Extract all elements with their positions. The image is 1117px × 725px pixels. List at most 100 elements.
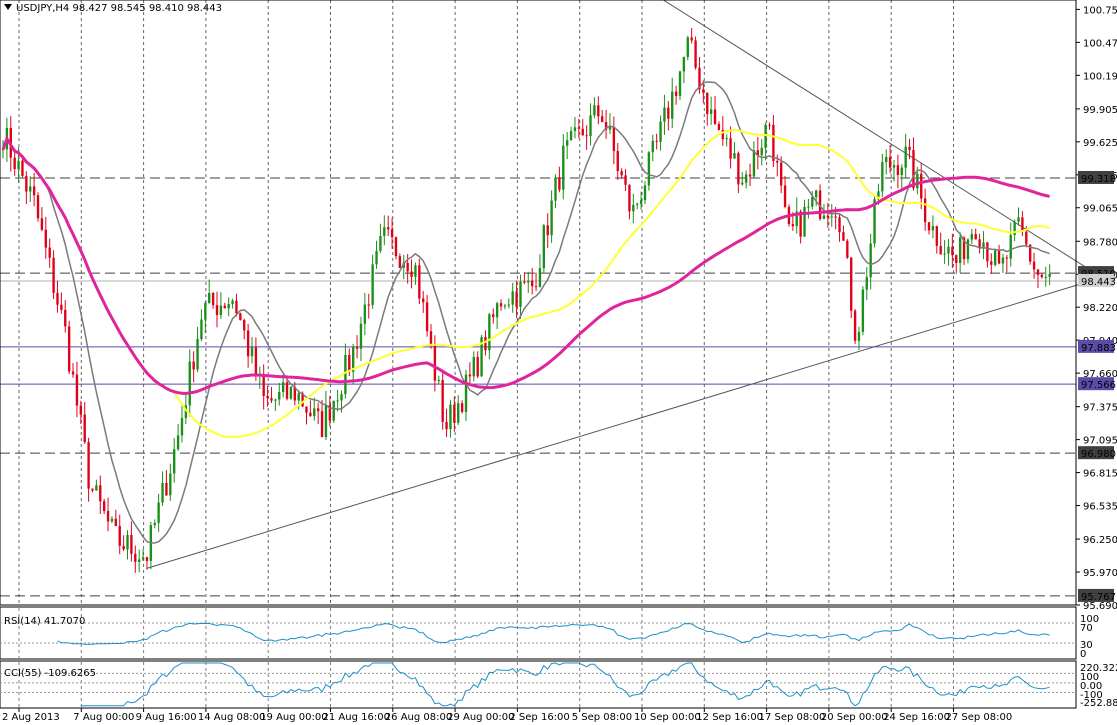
candle-body	[955, 255, 958, 263]
candle-body	[908, 146, 911, 151]
y-tick-label: 96.535	[1083, 502, 1117, 513]
candle-body	[674, 91, 678, 96]
candle-body	[616, 151, 619, 172]
candle-body	[64, 309, 67, 327]
candle-body	[274, 399, 277, 401]
candle-body	[912, 150, 915, 189]
candle-body	[130, 534, 133, 554]
candle-body	[141, 557, 145, 560]
candle-body	[390, 229, 394, 238]
time-axis: 2 Aug 2013 7 Aug 00:00 9 Aug 16:00 14 Aug 0…	[2, 708, 1012, 723]
candle-body	[562, 145, 565, 190]
y-tick-label: 99.905	[1083, 105, 1117, 116]
candle-body	[927, 222, 931, 231]
candle-body	[970, 234, 974, 240]
candle-body	[686, 37, 689, 57]
candle-body	[75, 374, 79, 406]
candle-body	[896, 165, 900, 176]
candle-body	[484, 337, 487, 351]
candle-body	[387, 227, 390, 230]
candle-body	[706, 92, 709, 114]
candle-body	[371, 264, 374, 305]
y-tick-label: 100.470	[1083, 38, 1117, 49]
y-tick-label: 97.375	[1083, 403, 1117, 414]
candle-body	[145, 557, 149, 561]
candle-body	[406, 262, 409, 272]
candle-body	[931, 226, 935, 231]
candle-body	[250, 347, 254, 357]
candle-body	[741, 182, 744, 185]
candle-body	[850, 257, 853, 311]
candle-body	[40, 218, 44, 230]
candle-body	[744, 174, 748, 183]
moving-averages	[1, 81, 1050, 544]
candle-body	[499, 303, 503, 307]
candle-body	[881, 162, 884, 192]
candle-body	[106, 511, 110, 522]
candle-body	[1044, 276, 1047, 278]
candle-body	[429, 331, 433, 346]
cci-level-bottom: -252.8879	[1080, 698, 1117, 709]
candle-body	[958, 237, 962, 263]
candle-body	[982, 242, 985, 248]
candle-body	[200, 319, 203, 340]
price-level-label: 95.767	[1081, 592, 1116, 603]
candle-body	[760, 147, 763, 156]
candle-body	[32, 186, 36, 196]
candle-body	[215, 305, 219, 316]
candle-body	[83, 414, 86, 443]
candle-body	[962, 237, 966, 260]
candle-body	[281, 382, 285, 392]
candle-body	[278, 391, 281, 400]
candle-body	[344, 354, 347, 395]
candle-body	[13, 157, 16, 170]
candle-body	[188, 361, 191, 406]
cci-panel	[0, 662, 1076, 707]
rsi-level-30: 30	[1080, 640, 1093, 651]
x-tick-label: 26 Aug 08:00	[385, 712, 452, 722]
candle-body	[752, 150, 756, 177]
candle-body	[612, 126, 616, 152]
candle-body	[363, 304, 367, 324]
candle-body	[262, 375, 265, 396]
trendline[interactable]	[146, 279, 1094, 569]
candle-body	[437, 380, 440, 382]
candle-body	[779, 162, 783, 186]
candle-body	[418, 265, 421, 299]
candle-body	[176, 435, 180, 450]
candle-body	[639, 200, 643, 204]
candle-body	[861, 289, 865, 332]
price-level-label: 98.443	[1081, 277, 1116, 288]
candle-body	[367, 304, 370, 306]
rsi-label: RSI(14) 41.7070	[4, 616, 85, 627]
chart-grid	[18, 0, 954, 707]
candle-body	[507, 304, 510, 306]
candle-body	[95, 485, 98, 491]
ma-slow-line	[1, 135, 1050, 396]
candle-body	[573, 127, 577, 132]
collapse-triangle-icon[interactable]	[4, 4, 12, 10]
candle-body	[869, 243, 872, 278]
y-tick-label: 99.065	[1083, 204, 1117, 215]
candle-body	[717, 123, 721, 130]
candle-body	[550, 200, 553, 236]
candle-body	[733, 153, 736, 159]
candle-body	[1029, 244, 1032, 262]
candle-body	[433, 345, 437, 381]
candle-body	[993, 250, 997, 265]
candle-body	[772, 124, 775, 162]
candle-body	[313, 408, 316, 417]
candle-body	[702, 89, 705, 93]
y-tick-label: 96.250	[1083, 535, 1117, 546]
candle-body	[503, 305, 507, 307]
x-tick-label: 17 Sep 08:00	[759, 712, 826, 722]
candle-body	[309, 412, 312, 417]
candle-body	[978, 239, 981, 248]
candle-body	[830, 216, 833, 218]
candle-body	[511, 291, 514, 305]
price-level-box	[1078, 170, 1114, 184]
rsi-panel-border	[0, 606, 1077, 660]
x-tick-label: 2 Sep 16:00	[509, 712, 569, 722]
